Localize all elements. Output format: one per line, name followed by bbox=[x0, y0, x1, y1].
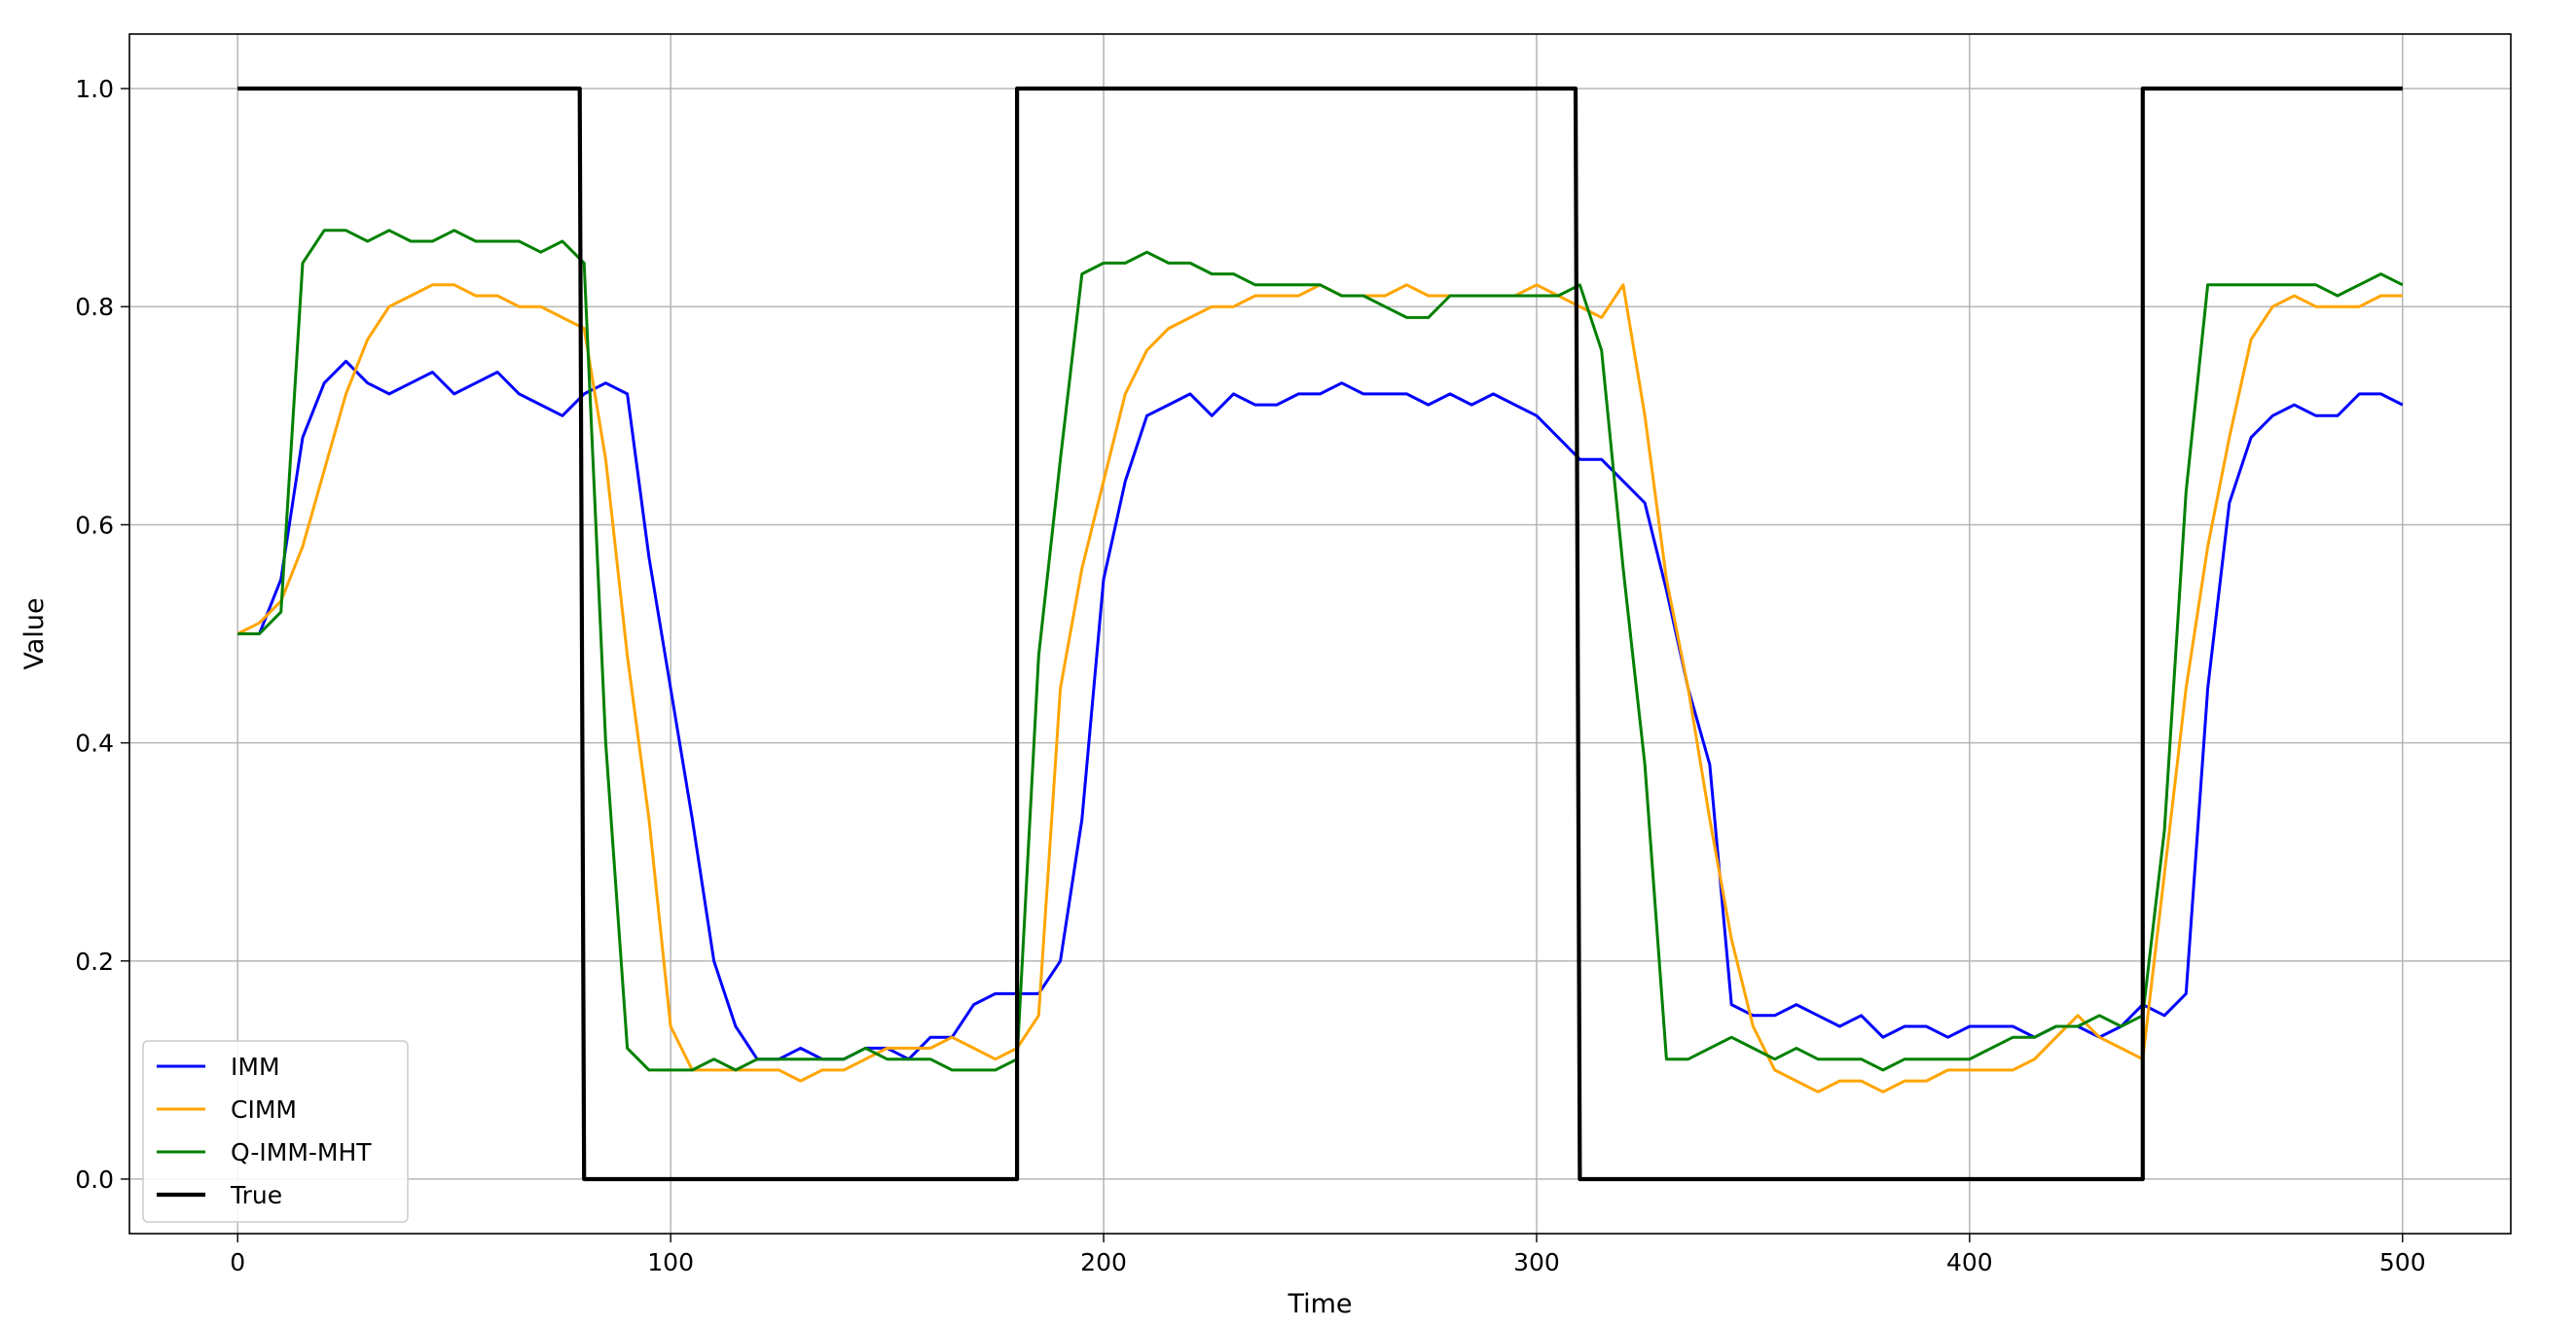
x-tick-label: 300 bbox=[1513, 1248, 1560, 1276]
y-tick-label: 1.0 bbox=[75, 75, 114, 103]
series-line-q-imm-mht bbox=[237, 229, 2404, 1072]
series-lines bbox=[236, 86, 2404, 1182]
y-tick-label: 0.6 bbox=[75, 511, 114, 539]
y-tick-label: 0.8 bbox=[75, 293, 114, 321]
x-tick-label: 100 bbox=[647, 1248, 694, 1276]
x-axis-label: Time bbox=[1287, 1289, 1352, 1319]
y-tick-label: 0.0 bbox=[75, 1166, 114, 1194]
x-tick-label: 200 bbox=[1080, 1248, 1127, 1276]
y-tick-label: 0.2 bbox=[75, 948, 114, 976]
axis-ticks: 0 100 200 300 400 500 0.0 0.2 0.4 0.6 0.8 1.0 bbox=[75, 75, 2425, 1276]
x-tick-label: 500 bbox=[2379, 1248, 2426, 1276]
legend: IMM CIMM Q-IMM-MHT True bbox=[142, 1040, 409, 1223]
legend-box bbox=[142, 1040, 409, 1223]
x-tick-label: 400 bbox=[1946, 1248, 1993, 1276]
y-tick-label: 0.4 bbox=[75, 730, 114, 758]
legend-label-cimm: CIMM bbox=[231, 1095, 297, 1124]
plot-frame bbox=[128, 33, 2512, 1235]
x-tick-label: 0 bbox=[230, 1248, 245, 1276]
legend-label-true: True bbox=[230, 1181, 282, 1209]
legend-label-q-imm-mht: Q-IMM-MHT bbox=[231, 1138, 372, 1166]
legend-label-imm: IMM bbox=[231, 1053, 280, 1081]
series-line-true bbox=[237, 86, 2403, 1182]
y-axis-label: Value bbox=[19, 597, 50, 669]
